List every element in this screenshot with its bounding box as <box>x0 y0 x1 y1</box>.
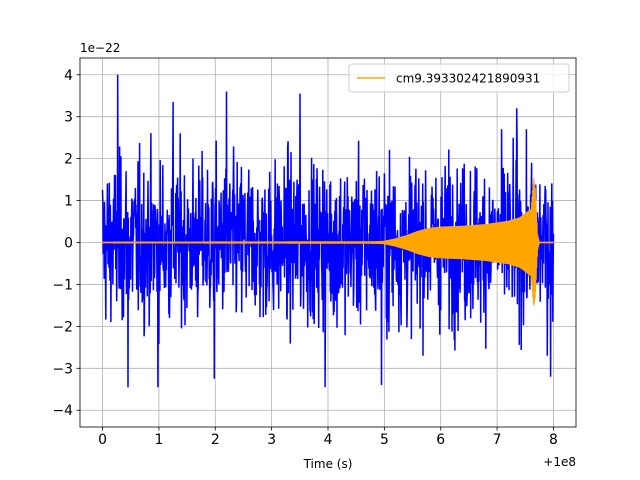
x-tick-label: 1 <box>154 432 163 448</box>
x-tick-label: 0 <box>98 432 107 448</box>
y-tick-label: 2 <box>64 152 73 168</box>
y-tick-label: −2 <box>53 319 73 335</box>
x-axis-label: Time (s) <box>303 457 353 471</box>
legend-box <box>348 63 570 93</box>
series-layer <box>101 74 555 388</box>
x-tick-label: 4 <box>324 432 333 448</box>
y-tick-label: 4 <box>64 68 73 84</box>
x-tick-label: 6 <box>436 432 445 448</box>
legend-label: cm9.393302421890931 <box>396 72 540 86</box>
x-tick-label: 8 <box>549 432 558 448</box>
legend: cm9.393302421890931 <box>348 63 570 93</box>
y-scale-text: 1e−22 <box>80 41 120 55</box>
x-tick-label: 5 <box>380 432 389 448</box>
series-line-chirp <box>102 177 554 306</box>
y-tick-label: −1 <box>53 277 73 293</box>
x-offset-text: +1e8 <box>543 455 576 469</box>
y-tick-label: 1 <box>64 194 73 210</box>
x-tick-label: 3 <box>267 432 276 448</box>
y-tick-label: −4 <box>53 403 74 419</box>
x-tick-label: 7 <box>493 432 502 448</box>
x-tick-label: 2 <box>211 432 220 448</box>
y-tick-label: 0 <box>64 236 73 252</box>
axis-ticks: 0 1 2 3 4 5 6 7 8 −4 −3 −2 −1 0 1 2 3 4 <box>53 68 558 448</box>
y-tick-label: −3 <box>53 361 73 377</box>
y-tick-label: 3 <box>64 110 73 126</box>
